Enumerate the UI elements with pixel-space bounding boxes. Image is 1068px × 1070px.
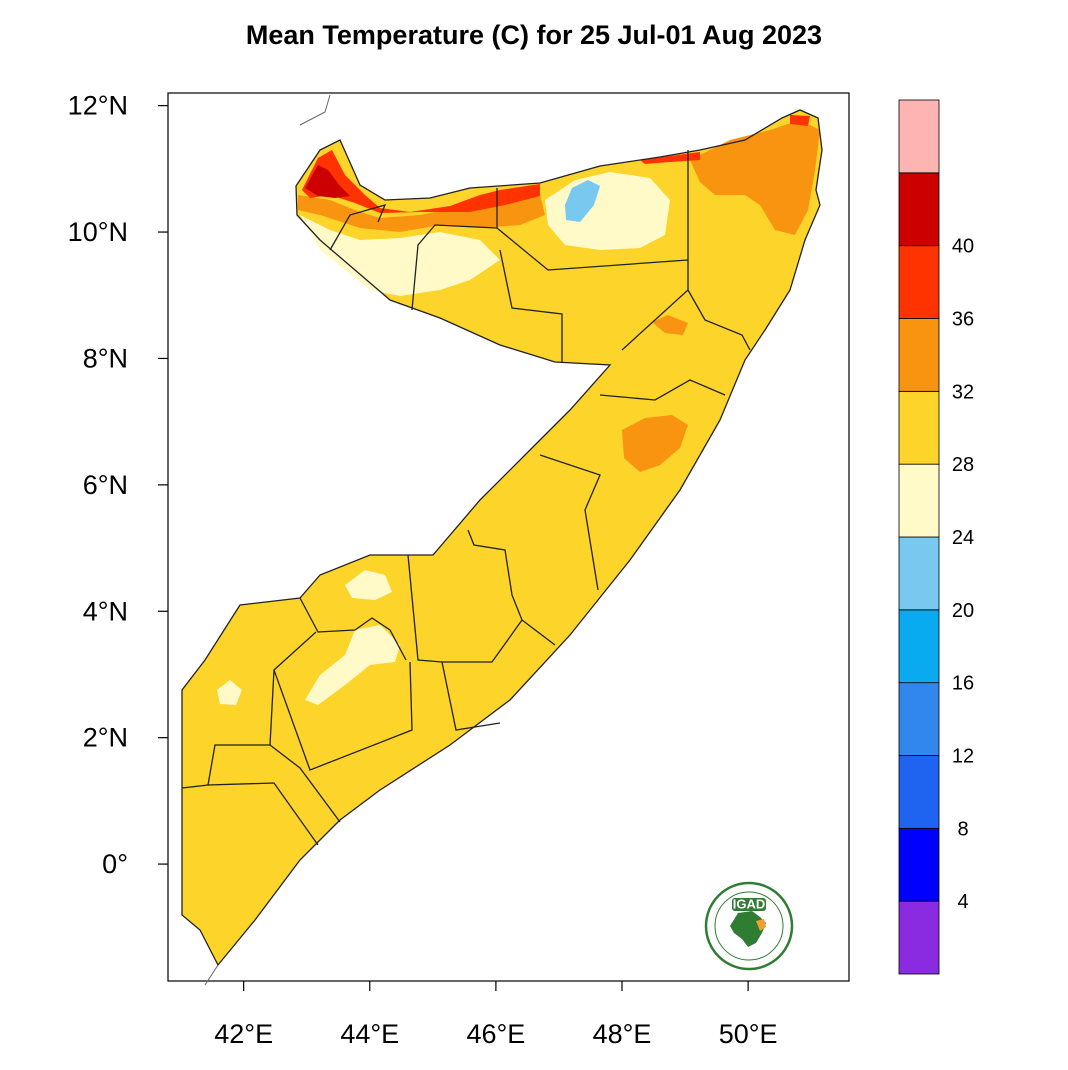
hot-patch-north <box>640 152 700 164</box>
hot-patch-nw <box>302 150 540 213</box>
hot-patch-tip <box>790 115 810 126</box>
colorbar-label: 28 <box>952 454 974 476</box>
warm-patch-7n <box>622 415 688 472</box>
logo-text: IGAD <box>733 897 766 912</box>
warm-patch-ne <box>690 120 820 235</box>
cold-patch <box>565 180 600 222</box>
map-title: Mean Temperature (C) for 25 Jul-01 Aug 2… <box>245 20 823 50</box>
cool-patch-2n <box>217 680 242 705</box>
x-tick-label: 48°E <box>593 1019 652 1049</box>
colorbar-bin <box>898 245 940 319</box>
colorbar-bin <box>898 609 940 684</box>
colorbar-label: 36 <box>952 309 974 331</box>
y-tick-label: 12°N <box>68 91 128 121</box>
colorbar-bin <box>898 682 940 756</box>
colorbar-bin <box>898 390 940 465</box>
y-tick-label: 6°N <box>83 470 128 500</box>
y-tick-label: 4°N <box>83 596 128 626</box>
x-tick-label: 50°E <box>719 1019 778 1049</box>
colorbar-label: 12 <box>952 746 974 768</box>
temperature-field <box>182 110 822 965</box>
igad-logo: IGAD <box>704 881 794 971</box>
x-tick-label: 44°E <box>340 1019 399 1049</box>
colorbar-bin <box>898 172 940 247</box>
y-tick-label: 0° <box>102 849 128 879</box>
cool-patch-4n-a <box>345 570 392 600</box>
colorbar-label: 32 <box>952 381 974 403</box>
very-hot-patch <box>305 165 350 198</box>
x-tick-label: 46°E <box>466 1019 525 1049</box>
colorbar-label: 4 <box>957 891 968 913</box>
colorbar-bin <box>898 463 940 538</box>
x-tick-label: 42°E <box>214 1019 273 1049</box>
y-tick-label: 2°N <box>83 723 128 753</box>
cool-patch-3n <box>305 625 400 705</box>
colorbar-label: 40 <box>952 236 974 258</box>
cool-patch-west <box>300 215 500 296</box>
colorbar: 4 8 12 16 20 24 28 32 36 40 <box>898 99 974 975</box>
y-tick-label: 8°N <box>83 343 128 373</box>
colorbar-bin <box>898 99 940 174</box>
colorbar-label: 16 <box>952 673 974 695</box>
region-borders <box>181 109 823 967</box>
x-axis: 42°E 44°E 46°E 48°E 50°E <box>214 981 778 1049</box>
colorbar-bin <box>898 900 940 975</box>
neighbour-boundary-south <box>204 964 219 986</box>
colorbar-label: 8 <box>957 818 968 840</box>
colorbar-label: 24 <box>952 527 974 549</box>
y-tick-label: 10°N <box>68 217 128 247</box>
colorbar-bin <box>898 755 940 829</box>
y-axis: 12°N 10°N 8°N 6°N 4°N 2°N 0° <box>68 91 168 879</box>
colorbar-bin <box>898 827 940 902</box>
neighbour-boundary <box>299 94 331 126</box>
colorbar-bin <box>898 318 940 392</box>
colorbar-label: 20 <box>952 600 974 622</box>
warm-patch-8n <box>652 315 688 335</box>
colorbar-bin <box>898 536 940 611</box>
